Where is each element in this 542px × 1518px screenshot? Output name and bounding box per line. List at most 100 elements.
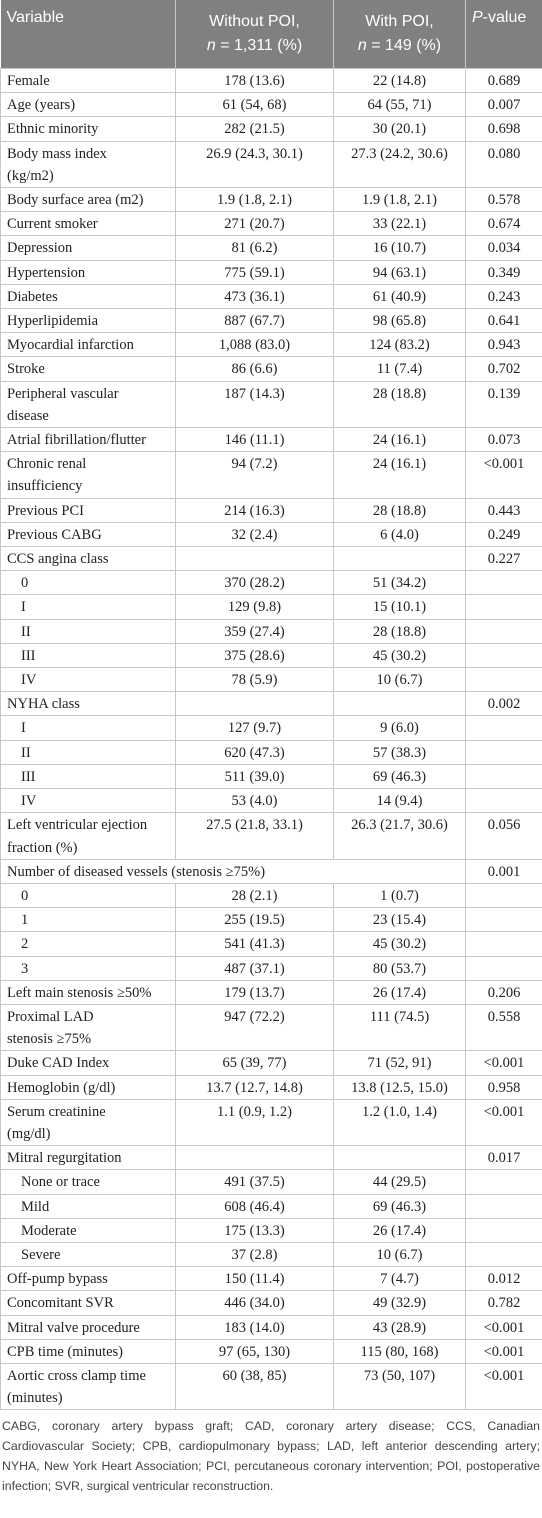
variable-line: disease [7, 407, 49, 424]
p-cell: <0.001 [465, 1314, 542, 1340]
with-text: 33 (22.1) [372, 216, 427, 233]
table-row: Stroke 86 (6.6) 11 (7.4) 0.702 [0, 356, 542, 382]
table-row: IV 53 (4.0) 14 (9.4) [0, 788, 542, 814]
without-cell: 32 (2.4) [175, 521, 334, 548]
p-cell: 0.578 [465, 187, 542, 213]
without-cell: 620 (47.3) [175, 739, 334, 765]
p-text: 0.702 [487, 361, 521, 378]
table-row: Female 178 (13.6) 22 (14.8) 0.689 [0, 67, 542, 94]
p-cell: <0.001 [465, 1098, 542, 1147]
without-cell: 78 (5.9) [175, 667, 334, 693]
without-cell: 473 (36.1) [175, 283, 334, 310]
variable-text: 2 [21, 936, 29, 953]
variable-line: Peripheral vascular [7, 385, 119, 402]
p-text: 0.443 [487, 502, 521, 519]
variable-cell: Depression [0, 235, 176, 261]
with-cell: 1.9 (1.8, 2.1) [333, 187, 466, 213]
without-text: 13.7 (12.7, 14.8) [206, 1079, 303, 1096]
header-text: = 1,311 (%) [220, 37, 303, 54]
without-text: 53 (4.0) [231, 793, 278, 810]
p-cell [465, 955, 542, 981]
p-cell [465, 1193, 542, 1219]
p-cell: 0.349 [465, 259, 542, 285]
without-text: 511 (39.0) [224, 768, 285, 785]
variable-line: Serum creatinine [7, 1103, 106, 1120]
variable-text: Hypertension [7, 264, 86, 281]
p-cell: 0.007 [465, 92, 542, 118]
p-cell [465, 931, 542, 957]
p-text: 0.002 [487, 696, 521, 713]
table-row: Diabetes 473 (36.1) 61 (40.9) 0.243 [0, 283, 542, 310]
without-cell: 146 (11.1) [175, 427, 334, 453]
with-text: 94 (63.1) [372, 264, 427, 281]
with-cell: 111 (74.5) [333, 1003, 466, 1052]
variable-text: III [21, 647, 36, 664]
table-row: Mitral valve procedure 183 (14.0) 43 (28.9… [0, 1314, 542, 1340]
variable-cell: Severe [0, 1241, 176, 1268]
without-text: 1,088 (83.0) [218, 337, 291, 354]
without-cell: 1,088 (83.0) [175, 332, 334, 358]
variable-text: None or trace [21, 1174, 100, 1191]
header-cell: Variable [0, 0, 176, 69]
variable-cell: Female [0, 67, 176, 94]
variable-cell: Stroke [0, 356, 176, 382]
table-row: None or trace 491 (37.5) 44 (29.5) [0, 1169, 542, 1195]
without-text: 446 (34.0) [224, 1295, 285, 1312]
with-cell [333, 1145, 466, 1171]
with-cell: 28 (18.8) [333, 618, 466, 644]
with-cell: 11 (7.4) [333, 356, 466, 382]
p-cell: <0.001 [465, 1362, 542, 1411]
p-text: 0.034 [487, 240, 521, 257]
p-text: 0.558 [487, 1008, 521, 1025]
p-text: 0.641 [487, 313, 521, 330]
without-cell: 947 (72.2) [175, 1003, 334, 1052]
without-text: 487 (37.1) [224, 960, 285, 977]
p-cell: 0.002 [465, 691, 542, 717]
variable-cell: I [0, 594, 176, 620]
variable-text: III [21, 768, 36, 785]
without-cell: 214 (16.3) [175, 497, 334, 523]
table-row: Proximal LAD stenosis ≥75% 947 (72.2) 111 (… [0, 1003, 542, 1052]
table-row: Mild 608 (46.4) 69 (46.3) [0, 1193, 542, 1219]
p-cell: 0.641 [465, 308, 542, 334]
without-text: 86 (6.6) [231, 361, 278, 378]
with-text: 11 (7.4) [376, 361, 423, 378]
without-text: 1.9 (1.8, 2.1) [217, 192, 292, 209]
without-text: 491 (37.5) [224, 1174, 285, 1191]
header-text: n [357, 37, 367, 54]
without-text: 178 (13.6) [224, 73, 285, 89]
without-cell: 487 (37.1) [175, 955, 334, 981]
table-row: 2 541 (41.3) 45 (30.2) [0, 931, 542, 957]
with-text: 28 (18.8) [372, 385, 427, 402]
variable-text: Age (years) [7, 97, 76, 114]
without-text: 37 (2.8) [231, 1246, 278, 1263]
with-cell: 44 (29.5) [333, 1169, 466, 1195]
with-text: 16 (10.7) [372, 240, 427, 257]
p-text: 0.139 [487, 385, 521, 402]
table-row: Off-pump bypass 150 (11.4) 7 (4.7) 0.012 [0, 1266, 542, 1292]
without-text: 78 (5.9) [231, 672, 278, 689]
table-row: Peripheral vascular disease 187 (14.3) 28 (… [0, 380, 542, 429]
without-cell: 271 (20.7) [175, 211, 334, 237]
header-text: = 149 (%) [371, 37, 442, 54]
p-cell: 0.056 [465, 812, 542, 860]
variable-cell: 2 [0, 931, 176, 957]
p-text: 0.943 [487, 337, 521, 354]
p-text: 0.056 [487, 817, 521, 834]
variable-cell: Proximal LAD stenosis ≥75% [0, 1003, 176, 1052]
p-cell: 0.943 [465, 332, 542, 358]
variable-cell: Peripheral vascular disease [0, 380, 176, 429]
variable-cell: Body mass index (kg/m2) [0, 140, 176, 189]
table-row: 3 487 (37.1) 80 (53.7) [0, 955, 542, 981]
p-cell [465, 642, 542, 669]
table: Variable Without POI, n = 1,311 (%) With … [0, 0, 542, 1411]
p-cell [465, 882, 542, 909]
with-cell: 51 (34.2) [333, 570, 466, 596]
without-cell: 775 (59.1) [175, 259, 334, 285]
p-text: 0.012 [487, 1271, 521, 1288]
with-cell: 45 (30.2) [333, 642, 466, 669]
with-text: 26.3 (21.7, 30.6) [351, 817, 448, 834]
header-text: n [206, 37, 216, 54]
variable-line: (minutes) [7, 1390, 63, 1407]
